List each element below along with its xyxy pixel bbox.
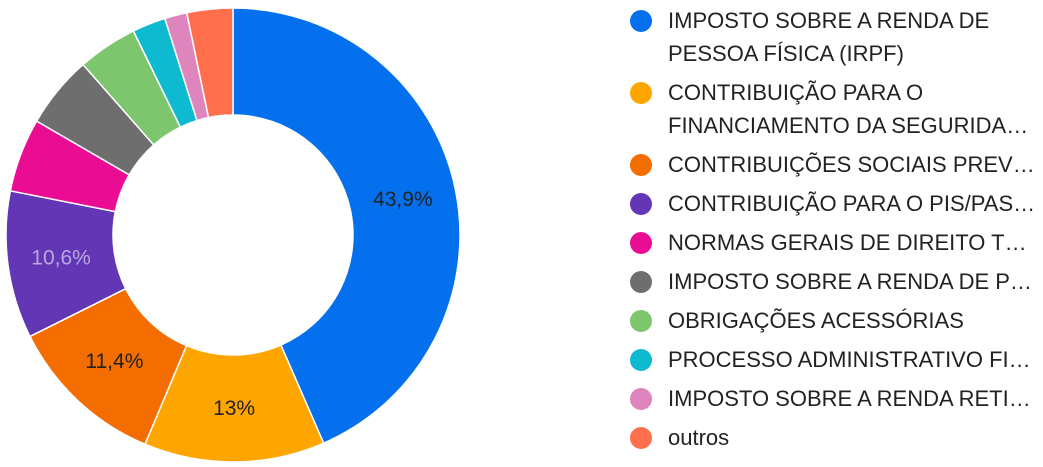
- legend-item-5[interactable]: NORMAS GERAIS DE DIREITO TRIBUTÁRIO: [630, 226, 1040, 259]
- slice-label-3: 11,4%: [85, 350, 143, 373]
- legend-swatch-1: [630, 10, 652, 32]
- legend-item-3[interactable]: CONTRIBUIÇÕES SOCIAIS PREVIDENCIÁRIAS: [630, 148, 1040, 181]
- legend-label-7: OBRIGAÇÕES ACESSÓRIAS: [668, 308, 964, 333]
- legend-label-3: CONTRIBUIÇÕES SOCIAIS PREVIDENCIÁRIAS: [668, 152, 1038, 177]
- donut-slice-labels: 43,9% 13% 11,4% 10,6%: [31, 188, 432, 420]
- legend-swatch-6: [630, 271, 652, 293]
- legend-swatch-2: [630, 82, 652, 104]
- legend-label-10: outros: [668, 425, 730, 450]
- donut-slice-10[interactable]: [185, 7, 234, 119]
- legend-label-5: NORMAS GERAIS DE DIREITO TRIBUTÁRIO: [668, 230, 1038, 255]
- legend-item-2[interactable]: CONTRIBUIÇÃO PARA O FINANCIAMENTO DA SEG…: [630, 76, 1040, 142]
- legend-swatch-5: [630, 232, 652, 254]
- legend-label-4: CONTRIBUIÇÃO PARA O PIS/PASEP: [668, 191, 1038, 216]
- legend-item-7[interactable]: OBRIGAÇÕES ACESSÓRIAS: [630, 304, 1040, 337]
- legend-swatch-3: [630, 154, 652, 176]
- donut-slice-1[interactable]: [232, 7, 461, 445]
- legend-label-2: CONTRIBUIÇÃO PARA O FINANCIAMENTO DA SEG…: [668, 80, 1037, 138]
- chart-legend: IMPOSTO SOBRE A RENDA DE PESSOA FÍSICA (…: [630, 4, 1040, 460]
- slice-label-1: 43,9%: [373, 188, 433, 211]
- legend-label-8: PROCESSO ADMINISTRATIVO FISCAL: [668, 347, 1038, 372]
- legend-swatch-8: [630, 349, 652, 371]
- donut-chart: 43,9% 13% 11,4% 10,6%: [5, 7, 461, 463]
- slice-label-2: 13%: [213, 397, 255, 420]
- legend-item-8[interactable]: PROCESSO ADMINISTRATIVO FISCAL: [630, 343, 1040, 376]
- donut-slices: [5, 7, 461, 463]
- legend-item-4[interactable]: CONTRIBUIÇÃO PARA O PIS/PASEP: [630, 187, 1040, 220]
- legend-item-1[interactable]: IMPOSTO SOBRE A RENDA DE PESSOA FÍSICA (…: [630, 4, 1040, 70]
- legend-item-10[interactable]: outros: [630, 421, 1040, 454]
- legend-label-1: IMPOSTO SOBRE A RENDA DE PESSOA FÍSICA (…: [668, 8, 990, 66]
- legend-swatch-10: [630, 427, 652, 449]
- legend-swatch-4: [630, 193, 652, 215]
- legend-label-6: IMPOSTO SOBRE A RENDA DE PESSOA JURÍDICA: [668, 269, 1038, 294]
- legend-item-9[interactable]: IMPOSTO SOBRE A RENDA RETIDO NA FONTE: [630, 382, 1040, 415]
- legend-label-9: IMPOSTO SOBRE A RENDA RETIDO NA FONTE: [668, 386, 1038, 411]
- legend-swatch-9: [630, 388, 652, 410]
- legend-swatch-7: [630, 310, 652, 332]
- legend-item-6[interactable]: IMPOSTO SOBRE A RENDA DE PESSOA JURÍDICA: [630, 265, 1040, 298]
- slice-label-4: 10,6%: [31, 247, 91, 270]
